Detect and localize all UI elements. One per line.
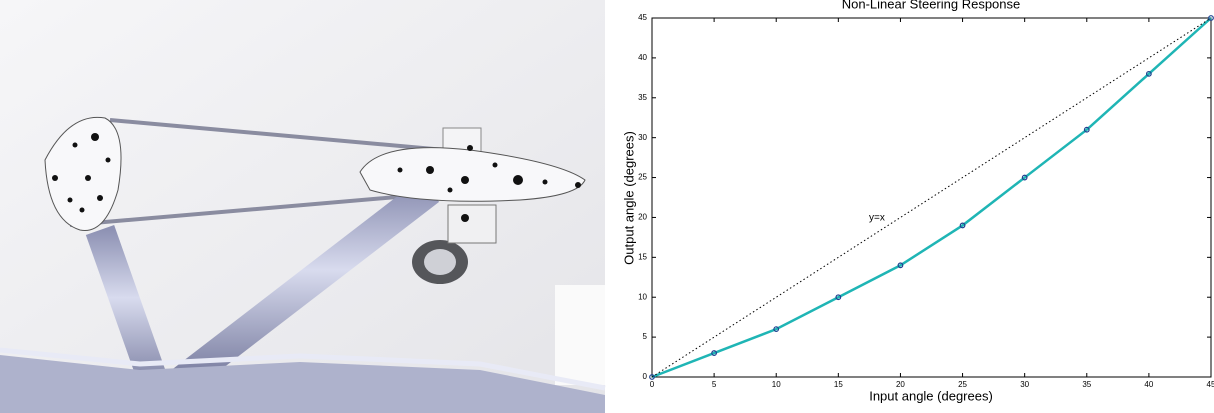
chart: Non-Linear Steering Response Input angle… bbox=[621, 0, 1214, 403]
y-tick-label: 0 bbox=[643, 372, 648, 381]
x-tick-label: 35 bbox=[1082, 380, 1091, 389]
x-tick-label: 5 bbox=[712, 380, 717, 389]
x-tick-label: 15 bbox=[834, 380, 843, 389]
y-tick-label: 30 bbox=[638, 133, 647, 142]
x-tick-label: 30 bbox=[1020, 380, 1029, 389]
render-image bbox=[0, 0, 605, 413]
x-tick-label: 10 bbox=[772, 380, 781, 389]
y-tick-label: 25 bbox=[638, 173, 647, 182]
y-tick-label: 45 bbox=[638, 13, 647, 22]
chart-title: Non-Linear Steering Response bbox=[842, 0, 1021, 11]
x-tick-label: 40 bbox=[1144, 380, 1153, 389]
y-tick-label: 15 bbox=[638, 252, 647, 261]
page: Non-Linear Steering Response Input angle… bbox=[0, 0, 1214, 413]
y-tick-label: 5 bbox=[643, 332, 648, 341]
y-axis-label: Output angle (degrees) bbox=[621, 131, 636, 265]
y-tick-label: 35 bbox=[638, 93, 647, 102]
x-tick-label: 25 bbox=[958, 380, 967, 389]
y-tick-label: 20 bbox=[638, 213, 647, 222]
x-tick-label: 0 bbox=[650, 380, 655, 389]
y-tick-label: 40 bbox=[638, 53, 647, 62]
x-tick-label: 20 bbox=[896, 380, 905, 389]
x-tick-label: 45 bbox=[1207, 380, 1214, 389]
x-axis-label: Input angle (degrees) bbox=[869, 388, 993, 403]
y-tick-label: 10 bbox=[638, 292, 647, 301]
annotation: y=x bbox=[869, 213, 885, 224]
